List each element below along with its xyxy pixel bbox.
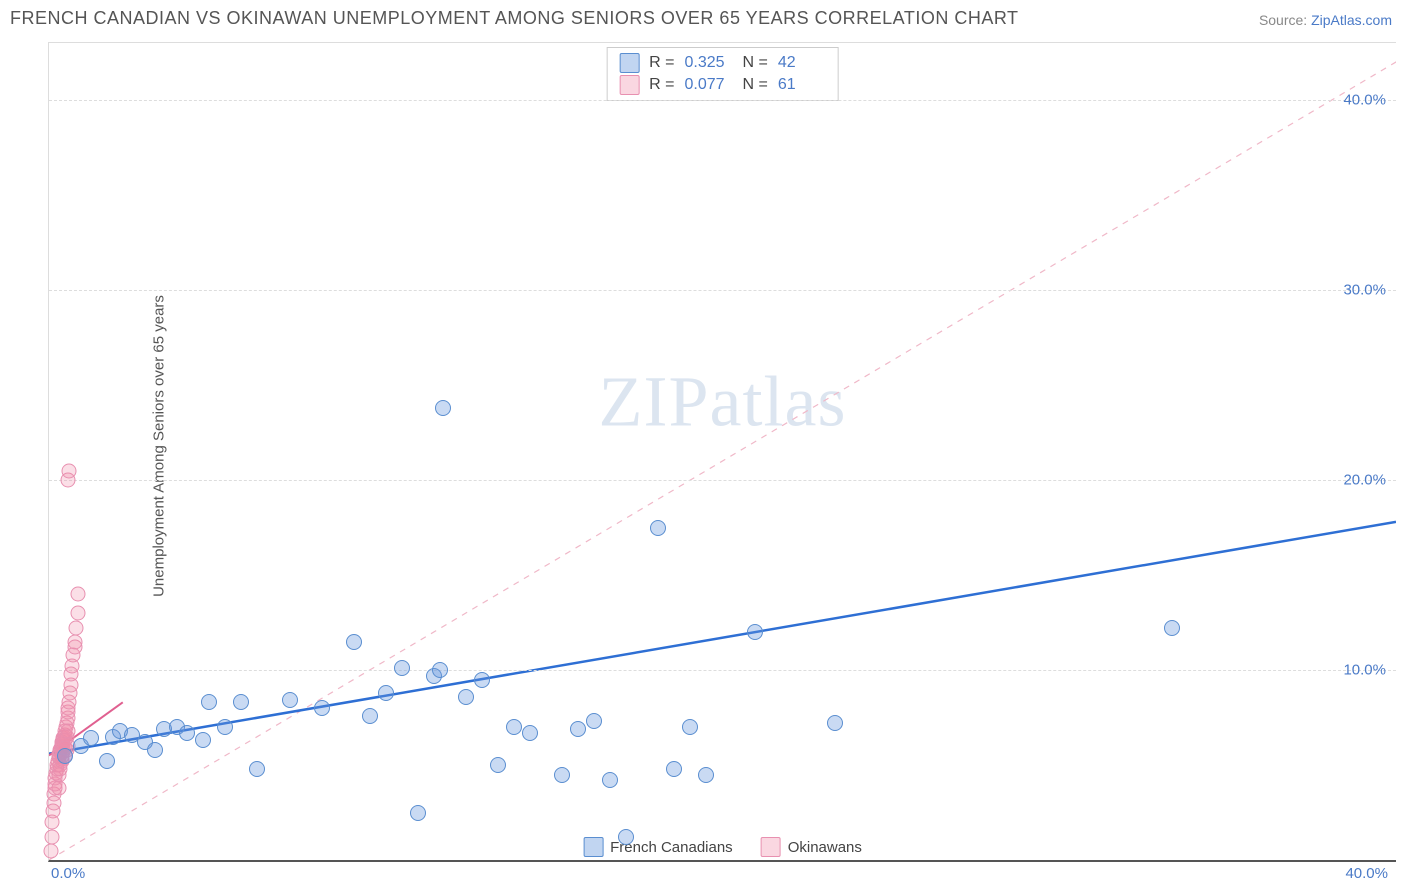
data-point (201, 694, 217, 710)
data-point (61, 723, 76, 738)
data-point (602, 772, 618, 788)
data-point (67, 634, 82, 649)
data-point (522, 725, 538, 741)
data-point (282, 692, 298, 708)
data-point (43, 843, 58, 858)
r-label: R = (649, 76, 674, 94)
y-tick-label: 30.0% (1343, 282, 1386, 299)
gridline (49, 670, 1396, 671)
x-tick-label: 40.0% (1345, 865, 1388, 882)
data-point (394, 660, 410, 676)
n-value: 42 (778, 54, 826, 72)
data-point (435, 400, 451, 416)
data-point (217, 719, 233, 735)
data-point (698, 767, 714, 783)
data-point (147, 742, 163, 758)
series-swatch (619, 75, 639, 95)
series-swatch (619, 53, 639, 73)
data-point (432, 662, 448, 678)
legend-swatch (761, 837, 781, 857)
data-point (45, 830, 60, 845)
data-point (57, 748, 73, 764)
data-point (195, 732, 211, 748)
data-point (618, 829, 634, 845)
data-point (69, 621, 84, 636)
data-point (70, 606, 85, 621)
data-point (827, 715, 843, 731)
gridline (49, 100, 1396, 101)
data-point (666, 761, 682, 777)
chart-plot-area: ZIPatlas R = 0.325 N = 42 R = 0.077 N = 61 Fren… (48, 42, 1396, 862)
data-point (378, 685, 394, 701)
legend-swatch (583, 837, 603, 857)
data-point (99, 753, 115, 769)
data-point (179, 725, 195, 741)
data-point (554, 767, 570, 783)
r-label: R = (649, 54, 674, 72)
data-point (650, 520, 666, 536)
gridline (49, 480, 1396, 481)
r-value: 0.077 (685, 76, 733, 94)
data-point (249, 761, 265, 777)
data-point (747, 624, 763, 640)
chart-title: FRENCH CANADIAN VS OKINAWAN UNEMPLOYMENT… (10, 8, 1019, 29)
stats-row: R = 0.077 N = 61 (619, 74, 826, 96)
data-point (506, 719, 522, 735)
n-label: N = (743, 54, 768, 72)
legend-label: Okinawans (788, 839, 862, 856)
data-point (410, 805, 426, 821)
y-tick-label: 40.0% (1343, 92, 1386, 109)
n-label: N = (743, 76, 768, 94)
data-point (570, 721, 586, 737)
legend-item: French Canadians (583, 837, 733, 857)
source-link[interactable]: ZipAtlas.com (1311, 12, 1392, 28)
data-point (83, 730, 99, 746)
y-tick-label: 10.0% (1343, 662, 1386, 679)
x-tick-label: 0.0% (51, 865, 85, 882)
watermark: ZIPatlas (599, 361, 847, 444)
source-label: Source: (1259, 12, 1307, 28)
data-point (70, 587, 85, 602)
stats-row: R = 0.325 N = 42 (619, 52, 826, 74)
correlation-stats-box: R = 0.325 N = 42 R = 0.077 N = 61 (606, 47, 839, 101)
gridline (49, 290, 1396, 291)
chart-lines-layer (49, 43, 1396, 860)
data-point (490, 757, 506, 773)
data-point (233, 694, 249, 710)
legend-item: Okinawans (761, 837, 862, 857)
data-point (346, 634, 362, 650)
data-point (362, 708, 378, 724)
data-point (682, 719, 698, 735)
data-point (458, 689, 474, 705)
data-point (314, 700, 330, 716)
data-point (1164, 620, 1180, 636)
y-tick-label: 20.0% (1343, 472, 1386, 489)
r-value: 0.325 (685, 54, 733, 72)
data-point (474, 672, 490, 688)
data-point (61, 463, 76, 478)
data-point (51, 780, 66, 795)
source-attribution: Source: ZipAtlas.com (1259, 12, 1392, 28)
n-value: 61 (778, 76, 826, 94)
data-point (586, 713, 602, 729)
